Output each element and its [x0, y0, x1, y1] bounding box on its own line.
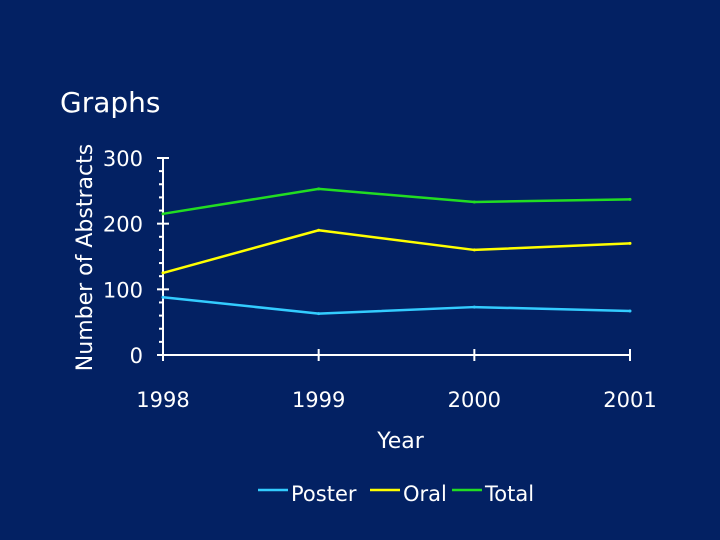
data-point-total — [161, 212, 165, 216]
legend-label-poster: Poster — [291, 482, 357, 506]
chart-axes — [157, 157, 631, 361]
data-point-oral — [628, 241, 632, 245]
data-point-oral — [472, 248, 476, 252]
data-point-poster — [628, 309, 632, 313]
chart-tick-labels: 0 100 200 300 1998 1999 2000 2001 — [103, 147, 657, 412]
data-point-poster — [472, 305, 476, 309]
y-tick-label: 0 — [130, 344, 143, 368]
chart-series — [161, 187, 632, 316]
data-point-poster — [317, 312, 321, 316]
series-line-total — [162, 187, 631, 216]
x-tick-label: 2001 — [603, 388, 656, 412]
data-point-poster — [161, 295, 165, 299]
legend-label-oral: Oral — [403, 482, 447, 506]
x-tick-label: 1999 — [292, 388, 345, 412]
series-line-poster — [162, 295, 631, 315]
chart-legend: Poster Oral Total — [258, 482, 534, 506]
x-axis-title: Year — [376, 429, 425, 454]
y-tick-label: 200 — [103, 213, 143, 237]
x-tick-label: 2000 — [448, 388, 501, 412]
slide-title: Graphs — [60, 86, 161, 119]
y-axis-title: Number of Abstracts — [73, 144, 98, 371]
data-point-oral — [161, 271, 165, 275]
series-line-oral — [162, 228, 631, 275]
y-tick-label: 300 — [103, 147, 143, 171]
legend-label-total: Total — [484, 482, 534, 506]
y-tick-label: 100 — [103, 278, 143, 302]
data-point-total — [317, 187, 321, 191]
data-point-oral — [317, 228, 321, 232]
data-point-total — [628, 197, 632, 201]
x-tick-label: 1998 — [136, 388, 189, 412]
data-point-total — [472, 200, 476, 204]
